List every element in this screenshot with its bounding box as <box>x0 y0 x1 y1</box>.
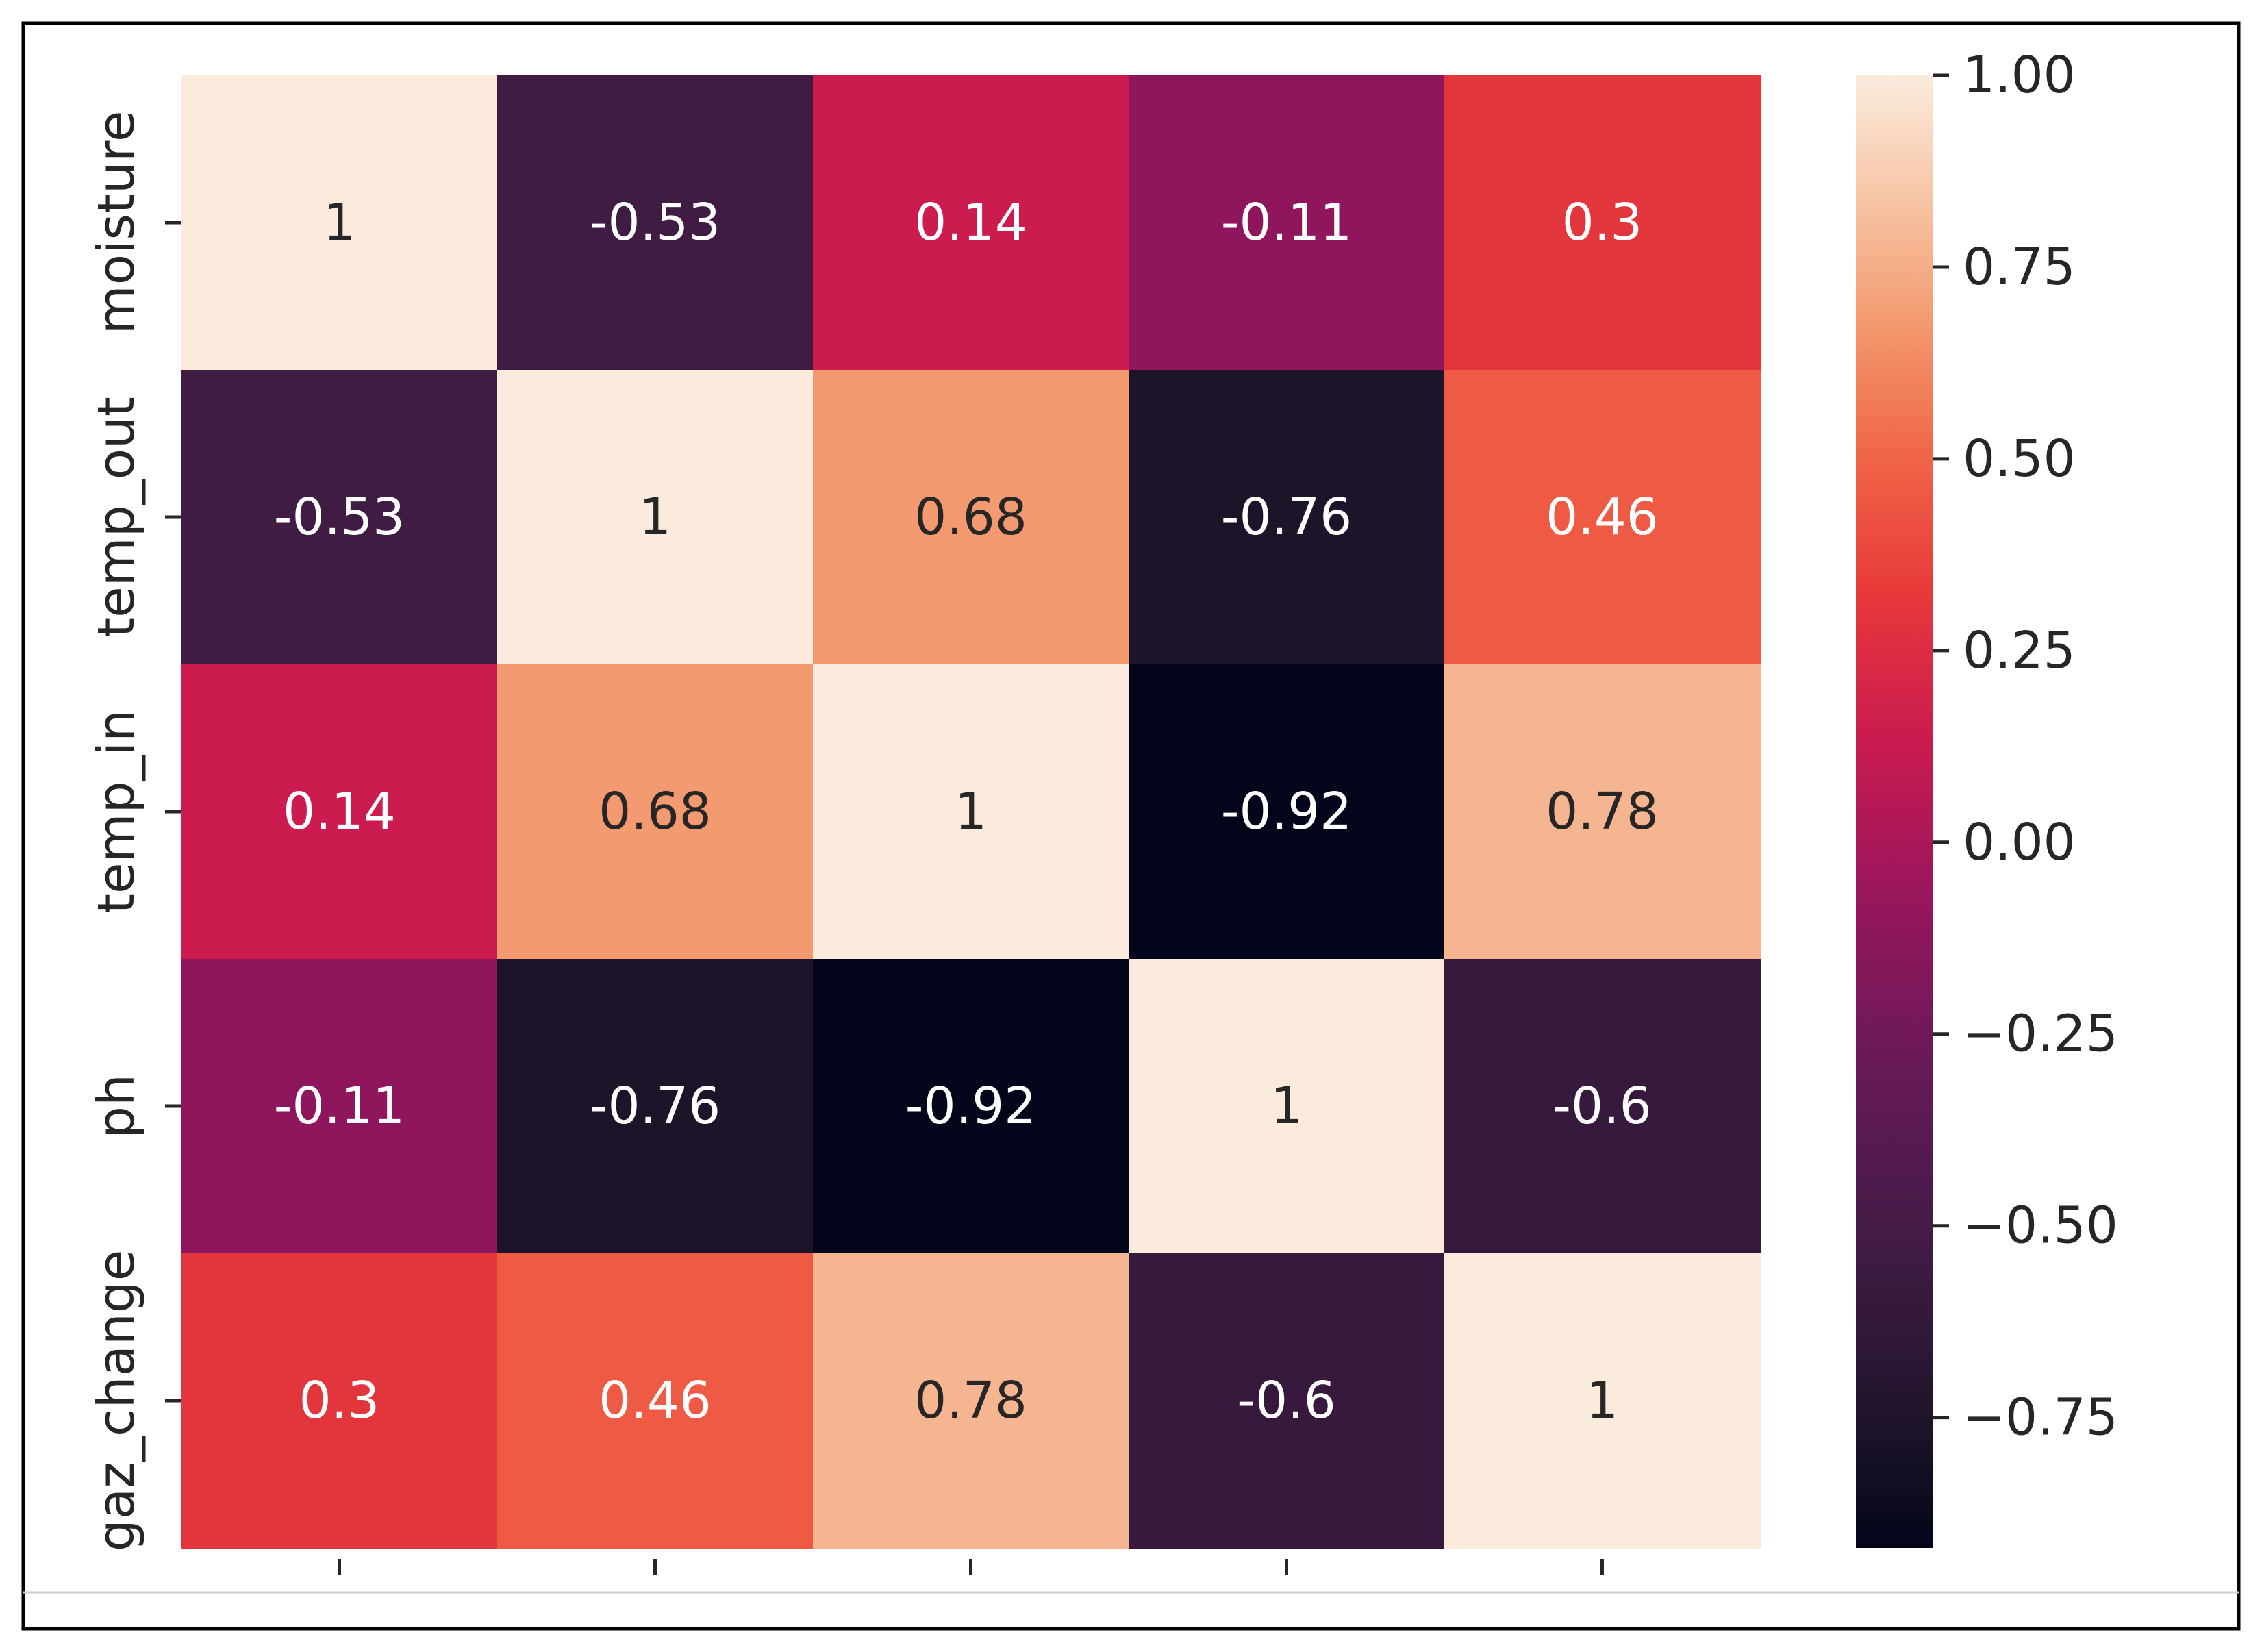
heatmap-cell <box>1444 1253 1761 1549</box>
heatmap-cell-label: -0.53 <box>274 488 405 547</box>
heatmap-cell <box>497 1253 814 1549</box>
heatmap-cell <box>181 370 498 665</box>
heatmap-cell <box>181 1253 498 1549</box>
heatmap-cell <box>1129 75 1445 371</box>
heatmap-cell <box>497 959 814 1254</box>
colorbar: 1.00 0.75 0.50 0.25 0.00 −0.25 −0.50 −0.75 <box>1856 46 2118 1548</box>
y-tick-label: ph <box>87 1074 146 1138</box>
heatmap-cell-label: 1 <box>639 488 671 547</box>
heatmap-cell <box>813 1253 1129 1549</box>
heatmap-cell-label: 1 <box>955 782 987 841</box>
heatmap-cell-label: 0.46 <box>599 1371 712 1430</box>
heatmap-cells <box>181 75 1761 1549</box>
heatmap-cell-label: 0.14 <box>914 193 1027 252</box>
heatmap-cell <box>497 664 814 960</box>
y-tick-label: moisture <box>87 111 146 335</box>
colorbar-tick-label: 0.00 <box>1963 813 2076 872</box>
heatmap-cell-label: 0.68 <box>914 488 1027 547</box>
heatmap-cell <box>181 664 498 960</box>
colorbar-tick-label: −0.50 <box>1963 1197 2118 1255</box>
cell-labels: 1 -0.53 0.14 -0.11 0.3 -0.53 1 0.68 -0.76 0.46 0.1… <box>274 193 1659 1430</box>
heatmap-cell <box>1444 664 1761 960</box>
heatmap-cell-label: 0.3 <box>299 1371 380 1430</box>
y-tick-label: temp_in <box>87 710 146 914</box>
heatmap-cell-label: 0.78 <box>914 1371 1027 1430</box>
colorbar-gradient <box>1856 75 1933 1548</box>
heatmap-cell-label: -0.92 <box>1221 782 1352 841</box>
heatmap-cell-label: 0.46 <box>1546 488 1659 547</box>
heatmap-cell-label: -0.11 <box>274 1077 405 1136</box>
heatmap-cell <box>181 959 498 1254</box>
y-tick-label: temp_out <box>87 397 146 638</box>
heatmap-cell <box>1129 959 1445 1254</box>
figure-frame <box>21 21 2241 1631</box>
heatmap-cell-label: 1 <box>1270 1077 1303 1136</box>
heatmap-cell-label: 0.68 <box>599 782 712 841</box>
colorbar-tick-label: −0.25 <box>1963 1005 2118 1064</box>
heatmap-cell <box>497 75 814 371</box>
heatmap-cell <box>813 664 1129 960</box>
heatmap-cell-label: 1 <box>1586 1371 1618 1430</box>
heatmap-cell <box>497 370 814 665</box>
heatmap-cell-label: -0.6 <box>1237 1371 1335 1430</box>
heatmap-cell-label: -0.76 <box>590 1077 720 1136</box>
x-axis-ticks <box>338 1559 1604 1575</box>
heatmap-cell-label: -0.92 <box>905 1077 1036 1136</box>
heatmap-cell-label: -0.53 <box>590 193 720 252</box>
colorbar-tick-label: 0.50 <box>1963 429 2076 488</box>
heatmap-cell-label: 1 <box>323 193 355 252</box>
heatmap-cell <box>1129 664 1445 960</box>
colorbar-tick-label: −0.75 <box>1963 1388 2118 1447</box>
heatmap-cell-label: -0.6 <box>1553 1077 1651 1136</box>
heatmap-cell <box>1444 370 1761 665</box>
colorbar-tick-label: 0.25 <box>1963 621 2076 680</box>
colorbar-tick-label: 0.75 <box>1963 238 2076 297</box>
heatmap-cell-label: 0.3 <box>1562 193 1643 252</box>
heatmap-cell <box>1129 1253 1445 1549</box>
heatmap-cell <box>181 75 498 371</box>
heatmap-cell <box>1444 959 1761 1254</box>
colorbar-tick-label: 1.00 <box>1963 46 2076 105</box>
heatmap-cell <box>813 370 1129 665</box>
heatmap-cell <box>1129 370 1445 665</box>
heatmap-cell-label: -0.11 <box>1221 193 1352 252</box>
heatmap-cell <box>1444 75 1761 371</box>
heatmap-cell-label: -0.76 <box>1221 488 1352 547</box>
heatmap-cell-label: 0.14 <box>283 782 396 841</box>
heatmap-cell <box>813 959 1129 1254</box>
heatmap-cell-label: 0.78 <box>1546 782 1659 841</box>
heatmap-cell <box>813 75 1129 371</box>
y-tick-label: gaz_change <box>87 1250 146 1552</box>
